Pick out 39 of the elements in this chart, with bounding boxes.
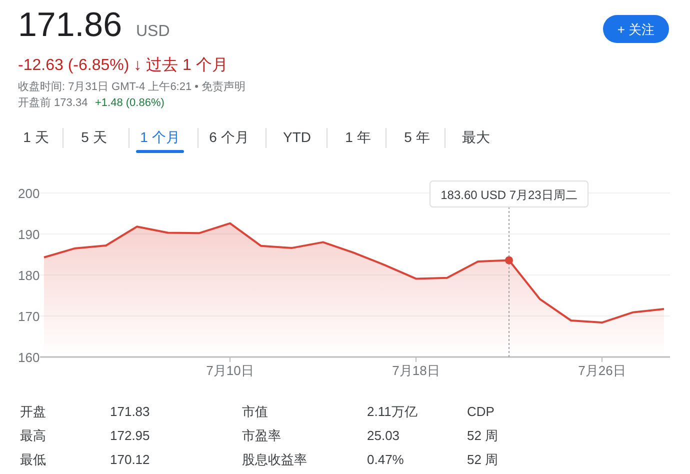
text: 1 天	[23, 129, 49, 145]
text: 5 天	[81, 129, 107, 145]
text: 172.95	[110, 428, 150, 443]
text: 25.03	[367, 428, 400, 443]
text: 股息收益率	[242, 452, 307, 467]
text: 收盘时间: 7月31日 GMT-4 上午6:21 • 免责声明	[18, 80, 246, 93]
x-tick-label: 7月18日	[392, 363, 440, 378]
text: 52 周	[467, 452, 498, 467]
text: 开盘前 173.34	[18, 97, 88, 109]
text: 1 个月	[140, 129, 180, 145]
text: 1 年	[345, 129, 371, 145]
annotation: 183.60 USD 7月23日周二	[440, 188, 578, 202]
text: 5 年	[404, 129, 430, 145]
y-tick-label: 160	[18, 350, 40, 365]
text: USD	[136, 23, 170, 40]
y-tick-label: 180	[18, 268, 40, 283]
text: 170.12	[110, 452, 150, 467]
text: 2.11万亿	[367, 404, 418, 419]
text: YTD	[283, 129, 311, 145]
text: 最高	[20, 428, 46, 443]
text: 最大	[462, 129, 490, 145]
text: 6 个月	[209, 129, 249, 145]
text: 市盈率	[242, 428, 281, 443]
text: 52 周	[467, 428, 498, 443]
text: +1.48 (0.86%)	[95, 97, 164, 109]
text: + 关注	[617, 22, 655, 37]
text: -12.63 (-6.85%) ↓ 过去 1 个月	[18, 56, 228, 74]
y-tick-label: 200	[18, 186, 40, 201]
x-tick-label: 7月26日	[578, 363, 626, 378]
text: 171.83	[110, 404, 150, 419]
x-tick-label: 7月10日	[206, 363, 254, 378]
text: 171.86	[18, 6, 122, 44]
text: CDP	[467, 404, 494, 419]
text: 市值	[242, 404, 268, 419]
text: 开盘	[20, 404, 46, 419]
text: 0.47%	[367, 452, 404, 467]
text: 最低	[20, 452, 46, 467]
y-tick-label: 190	[18, 227, 40, 242]
y-tick-label: 170	[18, 309, 40, 324]
